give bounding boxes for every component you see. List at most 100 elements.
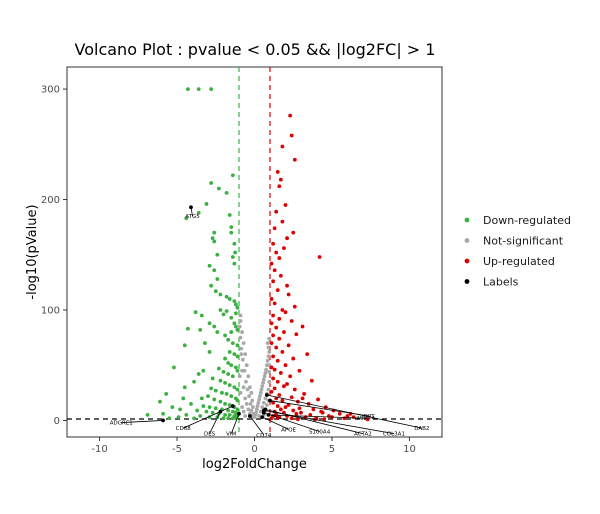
ns-point <box>267 369 272 374</box>
up-point <box>294 332 299 337</box>
legend: Down-regulated Not-significant Up-regulate… <box>464 214 571 289</box>
up-point <box>272 226 277 231</box>
down-point <box>224 191 229 195</box>
down-point <box>207 321 212 326</box>
down-point <box>230 409 235 414</box>
ns-point <box>245 387 250 392</box>
up-point <box>291 356 296 361</box>
down-point <box>184 413 189 417</box>
ns-point <box>240 357 245 362</box>
gene-label-s100a4: S100A4 <box>309 429 331 435</box>
up-point <box>294 411 299 416</box>
up-point <box>277 316 282 321</box>
ns-point <box>241 385 246 390</box>
down-point <box>195 408 200 413</box>
ns-point <box>266 354 271 359</box>
down-point <box>185 326 190 331</box>
down-point <box>201 368 206 373</box>
gene-label-vim: VIM <box>226 432 236 438</box>
up-point <box>272 268 277 273</box>
down-point <box>210 410 215 415</box>
down-point <box>234 365 238 370</box>
up-point <box>269 341 274 346</box>
down-point <box>227 403 232 407</box>
ns-point <box>260 384 265 389</box>
up-point <box>297 406 302 411</box>
down-point <box>184 216 189 221</box>
up-point <box>282 246 286 251</box>
up-point <box>275 170 280 174</box>
up-point <box>278 177 283 182</box>
up-point <box>286 403 291 407</box>
up-point <box>292 304 297 309</box>
ns-point <box>258 409 263 414</box>
up-point <box>309 378 314 383</box>
ns-point <box>241 341 246 346</box>
x-axis-title: log2FoldChange <box>202 457 307 472</box>
up-point <box>282 384 286 389</box>
down-point <box>235 354 240 359</box>
x-tick-label: 5 <box>329 444 335 455</box>
down-point <box>170 405 175 410</box>
gene-label-mfap4: MFAP4 <box>357 416 375 422</box>
up-point <box>283 203 288 207</box>
ns-point <box>238 319 243 323</box>
up-point <box>295 417 300 422</box>
up-point <box>286 343 291 348</box>
down-point <box>176 415 181 420</box>
up-point <box>280 219 285 224</box>
down-point <box>185 87 190 91</box>
down-point <box>207 350 212 354</box>
down-point <box>234 324 238 329</box>
down-point <box>221 416 226 421</box>
down-point <box>164 392 169 396</box>
down-point <box>212 230 217 235</box>
labels-point <box>230 404 235 408</box>
gene-label-connector <box>263 412 320 432</box>
up-point <box>274 250 279 255</box>
gene-label-apoe: APOE <box>281 427 296 433</box>
up-point <box>277 256 282 260</box>
up-point <box>271 313 275 318</box>
down-point <box>232 261 237 266</box>
down-point <box>182 385 187 390</box>
down-point <box>212 268 217 273</box>
up-point <box>272 367 277 372</box>
down-point <box>230 341 235 346</box>
up-point <box>271 333 275 338</box>
ns-point <box>261 400 266 405</box>
up-point <box>302 392 306 396</box>
down-point <box>232 241 237 246</box>
down-point <box>229 315 234 320</box>
gene-label-connector <box>121 420 164 424</box>
down-point <box>145 413 150 417</box>
down-point <box>235 368 240 373</box>
up-point <box>316 397 320 402</box>
up-point <box>300 324 305 329</box>
up-point <box>292 157 297 162</box>
data-points <box>145 87 370 423</box>
down-point <box>212 397 217 402</box>
ns-point <box>237 374 242 379</box>
down-legend-key <box>464 217 470 223</box>
down-point <box>218 308 223 312</box>
ns-point <box>244 363 249 368</box>
ns-point <box>254 410 258 415</box>
ns-point <box>237 324 242 329</box>
ns-point <box>241 409 246 414</box>
ns-point <box>258 390 263 395</box>
gene-label-adgre1: ADGRE1 <box>110 421 133 427</box>
ns-point <box>238 335 243 340</box>
up-point <box>269 416 274 421</box>
up-point <box>289 416 294 421</box>
down-point <box>226 372 231 376</box>
ns-point <box>262 374 267 379</box>
down-point <box>181 396 186 401</box>
ns-point <box>265 358 270 363</box>
up-point <box>351 415 356 420</box>
up-point <box>275 404 280 408</box>
down-point <box>235 387 240 392</box>
up-point <box>289 319 294 323</box>
down-point <box>189 401 193 406</box>
down-point <box>229 225 234 230</box>
